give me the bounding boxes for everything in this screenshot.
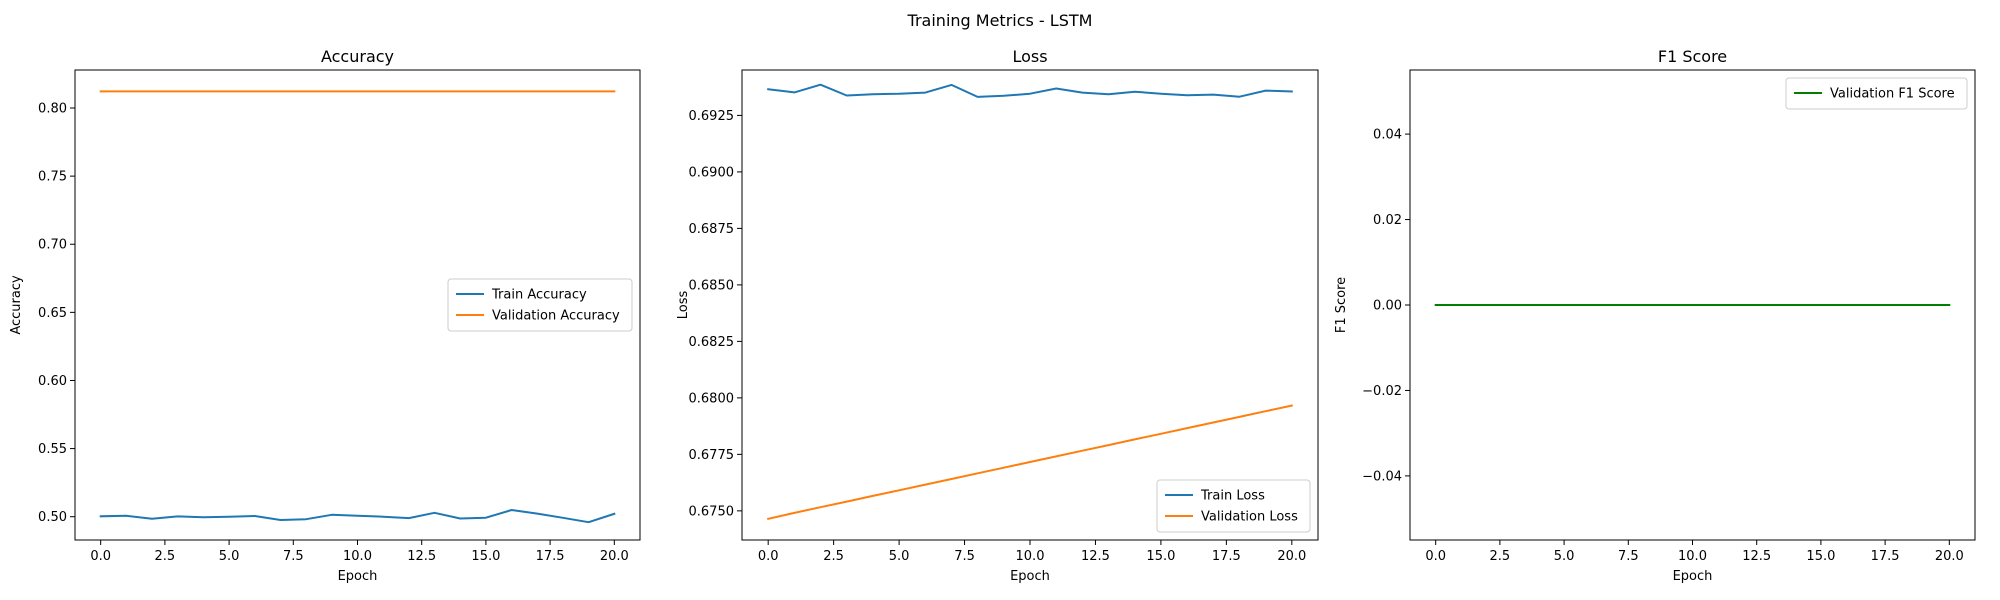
y-tick-label: 0.6775 [689, 448, 735, 463]
x-tick-label: 17.5 [1871, 549, 1900, 564]
x-tick-label: 0.0 [1425, 549, 1446, 564]
chart-title: Loss [1012, 47, 1047, 66]
y-tick-label: 0.55 [38, 442, 67, 457]
x-tick-label: 5.0 [889, 549, 910, 564]
x-axis-label: Epoch [338, 569, 378, 584]
chart-title: Accuracy [321, 47, 394, 66]
y-tick-label: 0.6800 [689, 391, 735, 406]
x-tick-label: 12.5 [1081, 549, 1110, 564]
x-tick-label: 5.0 [1554, 549, 1575, 564]
x-tick-label: 7.5 [283, 549, 304, 564]
y-tick-label: 0.6875 [689, 222, 735, 237]
y-tick-label: 0.04 [1373, 128, 1402, 143]
series-line-1-1 [99, 509, 616, 524]
y-tick-label: 0.75 [38, 170, 67, 185]
chart-panel-2: 0.0 2.5 5.0 7.5 10.0 12.5 15.0 17.5 20.0 0.6750 0.… [676, 47, 1319, 584]
legend-box [447, 278, 633, 332]
y-tick-label: 0.6750 [689, 504, 735, 519]
x-tick-label: 2.5 [155, 549, 176, 564]
y-tick-label: 0.65 [38, 306, 67, 321]
y-tick-label: 0.00 [1373, 299, 1402, 314]
chart-panel-1: 0.0 2.5 5.0 7.5 10.0 12.5 15.0 17.5 20.0 0.50 0.55… [9, 47, 641, 584]
legend-box [1156, 479, 1311, 533]
y-tick-label: 0.02 [1373, 213, 1402, 228]
x-tick-label: 15.0 [471, 549, 500, 564]
legend-label: Train Accuracy [491, 288, 587, 303]
x-tick-label: 2.5 [1490, 549, 1511, 564]
x-tick-label: 17.5 [536, 549, 565, 564]
x-tick-label: 7.5 [954, 549, 975, 564]
chart-legend: Train Accuracy Validation Accuracy [447, 278, 633, 332]
x-tick-label: 15.0 [1146, 549, 1175, 564]
legend-label: Validation Accuracy [492, 309, 620, 324]
x-tick-label: 20.0 [1935, 549, 1964, 564]
x-tick-label: 0.0 [758, 549, 779, 564]
figure-suptitle: Training Metrics - LSTM [907, 11, 1093, 30]
x-tick-label: 12.5 [1742, 549, 1771, 564]
x-tick-label: 10.0 [1678, 549, 1707, 564]
x-tick-label: 17.5 [1212, 549, 1241, 564]
x-axis-label: Epoch [1673, 569, 1713, 584]
legend-label: Validation Loss [1201, 510, 1298, 525]
chart-legend: Train Loss Validation Loss [1156, 479, 1311, 533]
legend-label: Validation F1 Score [1830, 87, 1955, 102]
x-tick-label: 20.0 [600, 549, 629, 564]
y-tick-label: 0.70 [38, 238, 67, 253]
y-tick-label: 0.6850 [689, 278, 735, 293]
chart-panel-3: 0.0 2.5 5.0 7.5 10.0 12.5 15.0 17.5 20.0 −0.04 −0.… [1334, 47, 1976, 584]
series-line-2-1 [767, 83, 1293, 98]
y-axis-label: Loss [676, 291, 691, 320]
x-tick-label: 20.0 [1277, 549, 1306, 564]
x-tick-label: 10.0 [343, 549, 372, 564]
y-tick-label: 0.6900 [689, 165, 735, 180]
x-tick-label: 12.5 [407, 549, 436, 564]
chart-title: F1 Score [1658, 47, 1727, 66]
y-tick-label: −0.04 [1362, 469, 1402, 484]
legend-label: Train Loss [1200, 489, 1265, 504]
x-tick-label: 10.0 [1016, 549, 1045, 564]
series-line-2-2 [767, 404, 1293, 520]
legend-box [1785, 77, 1968, 110]
y-tick-label: 0.50 [38, 510, 67, 525]
y-axis-label: F1 Score [1334, 277, 1349, 333]
y-tick-label: 0.6925 [689, 109, 735, 124]
y-tick-label: 0.80 [38, 102, 67, 117]
x-tick-label: 0.0 [90, 549, 111, 564]
y-axis-label: Accuracy [9, 275, 24, 335]
x-tick-label: 2.5 [823, 549, 844, 564]
chart-legend: Validation F1 Score [1785, 77, 1968, 110]
x-axis-label: Epoch [1010, 569, 1050, 584]
y-tick-label: 0.6825 [689, 335, 735, 350]
x-tick-label: 7.5 [1618, 549, 1639, 564]
x-tick-label: 5.0 [219, 549, 240, 564]
x-tick-label: 15.0 [1806, 549, 1835, 564]
y-tick-label: −0.02 [1362, 384, 1402, 399]
y-tick-label: 0.60 [38, 374, 67, 389]
